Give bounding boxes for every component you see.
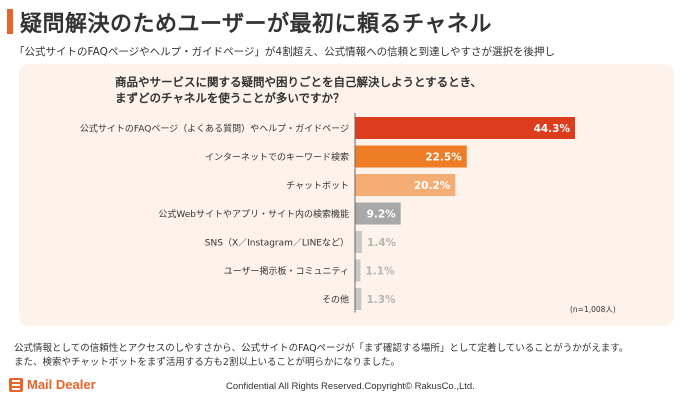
bar — [355, 174, 456, 196]
bar — [355, 231, 362, 253]
bar — [355, 288, 362, 310]
value-label: 20.2% — [414, 180, 451, 192]
category-label: 公式サイトのFAQページ（よくある質問）やヘルプ・ガイドページ — [80, 123, 349, 135]
value-label: 1.4% — [367, 237, 397, 249]
value-label: 44.3% — [534, 123, 571, 135]
footer-text-2: また、検索やチャットボットをまず活用する方も2割以上いることが明らかになりました… — [14, 357, 400, 368]
value-label: 1.1% — [365, 266, 395, 278]
bar — [355, 117, 575, 139]
category-label: チャットボット — [286, 181, 349, 192]
category-label: SNS（X／Instagram／LINEなど） — [205, 238, 349, 249]
footer-text-1: 公式情報としての信頼性とアクセスのしやすさから、公式サイトのFAQページが「まず… — [14, 343, 629, 354]
sample-size-note: (n=1,008人) — [570, 305, 616, 314]
category-label: その他 — [322, 294, 349, 306]
bar — [355, 145, 467, 168]
bar — [355, 202, 401, 225]
title-accent-bar — [7, 9, 13, 34]
question-line-2: まずどのチャネルを使うことが多いですか？ — [115, 91, 345, 105]
category-label: ユーザー掲示板・コミュニティ — [224, 265, 349, 277]
survey-question: 商品やサービスに関する疑問や困りごとを自己解決しようとするとき、 まずどのチャネ… — [115, 74, 482, 106]
mail-logo-icon — [9, 377, 23, 392]
category-label: 公式Webサイトやアプリ・サイト内の検索機能 — [158, 208, 349, 220]
value-label: 1.3% — [366, 294, 396, 306]
chart-panel — [19, 64, 674, 326]
question-line-1: 商品やサービスに関する疑問や困りごとを自己解決しようとするとき、 — [115, 75, 482, 89]
copyright-text: Confidential All Rights Reserved.Copyrig… — [226, 381, 475, 392]
category-label: インターネットでのキーワード検索 — [205, 151, 349, 163]
page-title: 疑問解決のためユーザーが最初に頼るチャネル — [20, 12, 492, 37]
bar — [355, 259, 361, 282]
brand-logo: Mail Dealer — [9, 377, 96, 392]
value-label: 22.5% — [425, 152, 462, 164]
page-subtitle: 「公式サイトのFAQページやヘルプ・ガイドページ」が4割超え、公式情報への信頼と… — [14, 46, 555, 58]
logo-text: Mail Dealer — [27, 377, 96, 392]
value-label: 9.2% — [367, 209, 397, 221]
